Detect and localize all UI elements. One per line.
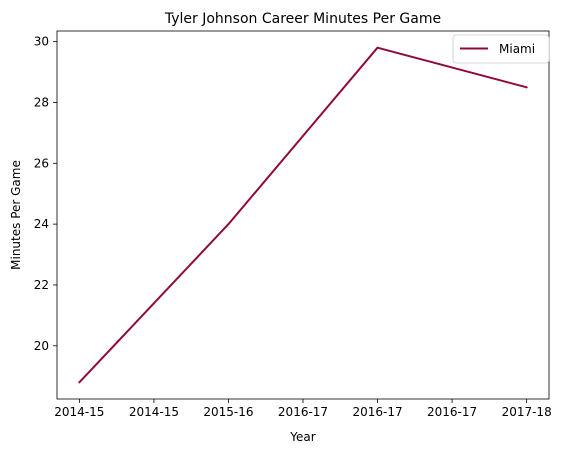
- data-point: [376, 46, 379, 49]
- y-tick-label: 26: [34, 156, 49, 170]
- legend-label-miami: Miami: [499, 42, 535, 56]
- x-axis-label: Year: [289, 430, 315, 444]
- x-tick-label: 2016-17: [427, 405, 477, 419]
- y-tick-label: 20: [34, 339, 49, 353]
- data-point: [78, 381, 81, 384]
- y-axis: 20 22 24 26 28 30: [34, 35, 57, 353]
- x-tick-label: 2014-15: [129, 405, 179, 419]
- x-tick-label: 2015-16: [203, 405, 253, 419]
- y-tick-label: 22: [34, 278, 49, 292]
- y-tick-label: 30: [34, 35, 49, 49]
- data-point: [525, 86, 528, 89]
- series-line-miami: [78, 46, 528, 384]
- y-tick-label: 28: [34, 95, 49, 109]
- plot-frame: [56, 30, 550, 400]
- data-point: [227, 223, 230, 226]
- x-tick-label: 2014-15: [54, 405, 104, 419]
- legend: Miami: [452, 34, 550, 64]
- series-layer: [78, 46, 528, 384]
- x-axis: 2014-15 2014-15 2015-16 2016-17 2016-17 2016-…: [54, 399, 552, 419]
- plot-area: 2014-15 2014-15 2015-16 2016-17 2016-17 2016-…: [34, 30, 552, 419]
- legend-box: [452, 34, 550, 64]
- x-tick-label: 2017-18: [502, 405, 552, 419]
- x-tick-label: 2016-17: [278, 405, 328, 419]
- chart-title: Tyler Johnson Career Minutes Per Game: [164, 11, 441, 27]
- x-tick-label: 2016-17: [352, 405, 402, 419]
- y-tick-label: 24: [34, 217, 49, 231]
- y-axis-label: Minutes Per Game: [9, 160, 23, 270]
